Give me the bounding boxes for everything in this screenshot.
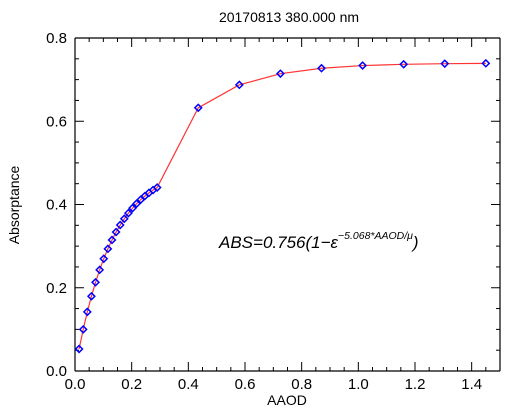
x-tick-label: 0.8 (291, 376, 312, 393)
axis-ticks (74, 37, 501, 372)
data-point-23 (317, 63, 326, 73)
data-point-3 (86, 291, 96, 301)
x-axis-label: AAOD (267, 392, 307, 408)
data-point-0 (74, 344, 84, 354)
x-tick-label: 1.0 (348, 376, 369, 393)
data-point-14 (132, 199, 142, 209)
x-tick-label: 0.4 (178, 376, 199, 393)
data-point-4 (91, 277, 101, 287)
data-point-26 (440, 59, 450, 69)
data-point-9 (111, 227, 121, 237)
x-tick-label: 1.4 (461, 376, 482, 393)
data-point-19 (152, 183, 162, 192)
fit-curve-layer (78, 62, 486, 350)
data-point-10 (115, 220, 125, 230)
equation-exponent: −5.068*AAOD/μ (338, 230, 413, 242)
data-point-25 (399, 59, 409, 69)
y-axis-label: Absorptance (6, 165, 22, 244)
x-tick-label: 0.6 (235, 376, 256, 393)
data-point-21 (234, 80, 244, 90)
data-point-5 (95, 265, 105, 275)
y-tick-label: 0.0 (46, 363, 67, 380)
x-tick-label: 0.2 (121, 376, 142, 393)
data-point-11 (119, 214, 129, 224)
y-tick-label: 0.2 (46, 280, 67, 297)
data-markers (74, 58, 491, 354)
data-point-24 (358, 61, 368, 71)
data-point-22 (275, 69, 285, 79)
data-point-20 (193, 103, 203, 113)
fit-equation: ABS=0.756(1−ε−5.068*AAOD/μ) (218, 230, 419, 252)
data-point-1 (78, 324, 88, 334)
tick-labels: 0.0 0.2 0.4 0.6 0.8 1.0 1.2 1.4 0.0 0.2 0.4 0.6 0.8 (46, 30, 482, 393)
x-tick-label: 1.2 (405, 376, 426, 393)
y-tick-label: 0.6 (46, 113, 67, 130)
y-tick-label: 0.8 (46, 30, 67, 47)
equation-base: ABS=0.756(1−ε (218, 233, 339, 252)
fit-curve (78, 62, 486, 350)
data-point-12 (123, 208, 133, 218)
equation-close-paren: ) (411, 233, 419, 252)
chart-title: 20170813 380.000 nm (219, 9, 359, 25)
x-tick-label: 0.0 (65, 376, 86, 393)
data-point-7 (103, 244, 113, 254)
data-point-8 (107, 235, 117, 245)
y-tick-label: 0.4 (46, 197, 67, 214)
data-point-6 (99, 254, 109, 264)
data-point-2 (82, 307, 92, 317)
data-point-27 (481, 58, 491, 68)
data-point-13 (128, 203, 137, 213)
